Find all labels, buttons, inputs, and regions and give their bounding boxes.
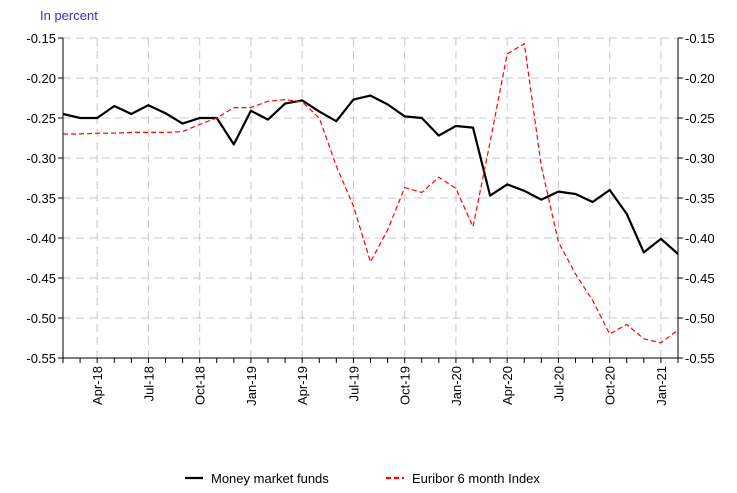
legend-label: Euribor 6 month Index <box>412 471 540 486</box>
y2-tick-label: -0.15 <box>685 31 715 46</box>
y2-tick-label: -0.40 <box>685 231 715 246</box>
y-tick-label: -0.20 <box>26 71 56 86</box>
y-tick-label: -0.55 <box>26 351 56 366</box>
x-tick-label: Oct-19 <box>398 366 413 405</box>
x-tick-label: Jan-21 <box>654 366 669 406</box>
y-tick-label: -0.45 <box>26 271 56 286</box>
y2-tick-label: -0.35 <box>685 191 715 206</box>
x-tick-label: Jul-19 <box>346 366 361 401</box>
y2-tick-label: -0.55 <box>685 351 715 366</box>
x-tick-label: Apr-18 <box>90 366 105 405</box>
y-tick-label: -0.30 <box>26 151 56 166</box>
series-line <box>62 94 679 255</box>
y-tick-label: -0.25 <box>26 111 56 126</box>
y2-tick-label: -0.50 <box>685 311 715 326</box>
x-tick-label: Jan-20 <box>449 366 464 406</box>
x-tick-label: Jul-20 <box>551 366 566 401</box>
y2-tick-label: -0.25 <box>685 111 715 126</box>
x-tick-label: Jan-19 <box>244 366 259 406</box>
y2-tick-label: -0.45 <box>685 271 715 286</box>
legend-label: Money market funds <box>211 471 329 486</box>
x-tick-label: Jul-18 <box>141 366 156 401</box>
y-tick-label: -0.50 <box>26 311 56 326</box>
y-tick-label: -0.35 <box>26 191 56 206</box>
x-tick-label: Apr-20 <box>500 366 515 405</box>
y-tick-label: -0.40 <box>26 231 56 246</box>
y2-tick-label: -0.20 <box>685 71 715 86</box>
y-axis-label: In percent <box>40 8 98 23</box>
x-tick-label: Oct-20 <box>603 366 618 405</box>
x-tick-label: Apr-19 <box>295 366 310 405</box>
y2-tick-label: -0.30 <box>685 151 715 166</box>
series-line <box>63 43 679 344</box>
x-tick-label: Oct-18 <box>193 366 208 405</box>
y-tick-label: -0.15 <box>26 31 56 46</box>
